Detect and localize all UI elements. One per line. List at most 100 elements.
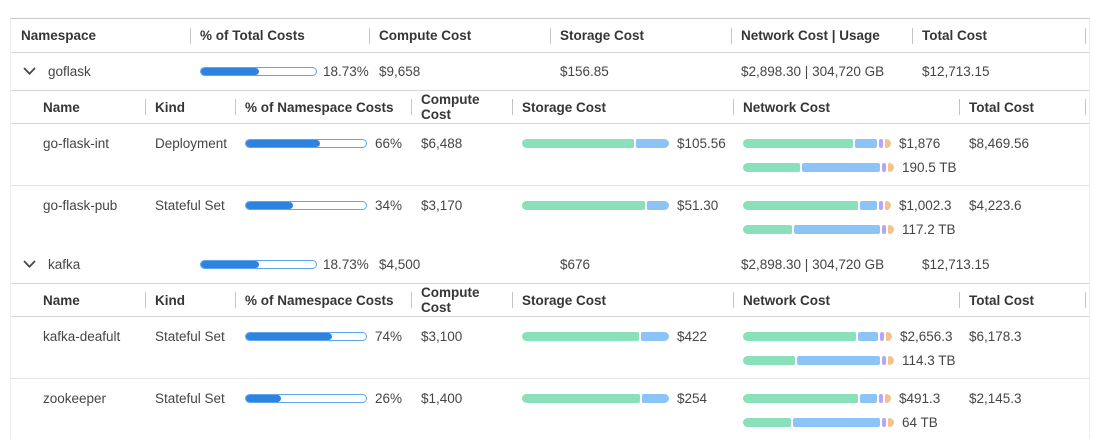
header-storage-cost: Storage Cost bbox=[512, 91, 733, 123]
pct-namespace-costs-cell: 34% bbox=[235, 186, 411, 224]
orange-segment bbox=[885, 138, 891, 148]
header-storage-cost: Storage Cost bbox=[550, 19, 731, 52]
blue-segment bbox=[642, 393, 669, 403]
green-segment bbox=[522, 331, 639, 341]
pct-namespace-costs-cell: 26% bbox=[235, 379, 411, 417]
compute-cost-cell: $3,100 bbox=[411, 317, 512, 355]
workload-name: kafka-deafult bbox=[43, 328, 121, 344]
namespace-costs-progressbar bbox=[245, 200, 367, 210]
chevron-down-icon[interactable] bbox=[23, 67, 36, 76]
namespace-row[interactable]: goflask 18.73% $9,658 $156.85 $2,898.30 | 30… bbox=[11, 53, 1089, 90]
network-usage-value: 117.2 TB bbox=[902, 221, 956, 237]
workload-name-cell: kafka-deafult bbox=[11, 317, 145, 355]
progress-fill bbox=[246, 332, 333, 340]
blue-segment bbox=[802, 162, 880, 172]
compute-cost-cell: $9,658 bbox=[369, 64, 550, 79]
network-usage-value: 64 TB bbox=[902, 414, 938, 430]
storage-cost-bar bbox=[522, 200, 669, 210]
storage-cost-cell: $254 bbox=[512, 379, 733, 417]
blue-segment bbox=[860, 200, 877, 210]
workload-kind-cell: Stateful Set bbox=[145, 186, 235, 224]
compute-cost-value: $1,400 bbox=[421, 390, 463, 406]
header-compute-cost: Compute Cost bbox=[411, 284, 512, 316]
workload-kind-cell: Stateful Set bbox=[145, 379, 235, 417]
blue-segment bbox=[860, 393, 877, 403]
green-segment bbox=[743, 417, 791, 427]
workload-row: go-flask-pub Stateful Set 34% $3,170 $51.30 $… bbox=[11, 185, 1089, 246]
blue-segment bbox=[855, 138, 877, 148]
purple-segment bbox=[880, 331, 884, 341]
workload-name-cell: go-flask-pub bbox=[11, 186, 145, 224]
header-compute-cost: Compute Cost bbox=[411, 91, 512, 123]
network-cost-cell: $491.3 64 TB bbox=[733, 379, 959, 441]
compute-cost-cell: $3,170 bbox=[411, 186, 512, 224]
storage-cost-value: $105.56 bbox=[677, 135, 726, 151]
workload-name-cell: go-flask-int bbox=[11, 124, 145, 162]
total-cost-value: $12,713.15 bbox=[922, 64, 990, 79]
workload-kind: Deployment bbox=[155, 135, 228, 151]
total-cost-value: $6,178.3 bbox=[969, 328, 1022, 344]
workload-name: go-flask-pub bbox=[43, 197, 118, 213]
network-cost-usage-value: $2,898.30 | 304,720 GB bbox=[741, 64, 885, 79]
compute-cost-value: $9,658 bbox=[379, 64, 421, 79]
progress-fill bbox=[246, 139, 321, 147]
storage-cost-cell: $51.30 bbox=[512, 186, 733, 224]
network-cost-value: $1,002.3 bbox=[899, 197, 952, 213]
network-cost-cell: $1,002.3 117.2 TB bbox=[733, 186, 959, 248]
namespace-name-cell[interactable]: kafka bbox=[11, 257, 190, 272]
progress-fill bbox=[201, 261, 259, 268]
pct-value: 26% bbox=[375, 390, 403, 406]
green-segment bbox=[522, 393, 640, 403]
network-usage-bar bbox=[743, 162, 894, 172]
purple-segment bbox=[882, 355, 886, 365]
orange-segment bbox=[885, 200, 891, 210]
total-cost-cell: $4,223.6 bbox=[959, 186, 1089, 224]
total-cost-value: $12,713.15 bbox=[922, 257, 990, 272]
pct-namespace-costs-cell: 74% bbox=[235, 317, 411, 355]
header-pct-namespace-costs: % of Namespace Costs bbox=[235, 284, 411, 316]
storage-cost-bar bbox=[522, 138, 669, 148]
pct-value: 34% bbox=[375, 197, 403, 213]
header-kind: Kind bbox=[145, 91, 235, 123]
network-usage-value: 114.3 TB bbox=[902, 352, 956, 368]
workload-name-cell: zookeeper bbox=[11, 379, 145, 417]
green-segment bbox=[522, 138, 634, 148]
green-segment bbox=[743, 162, 800, 172]
total-cost-cell: $12,713.15 bbox=[912, 64, 1089, 79]
compute-cost-cell: $1,400 bbox=[411, 379, 512, 417]
header-compute-cost: Compute Cost bbox=[369, 19, 550, 52]
progress-fill bbox=[246, 201, 293, 209]
total-costs-progressbar bbox=[200, 67, 317, 76]
green-segment bbox=[743, 331, 856, 341]
header-pct-namespace-costs: % of Namespace Costs bbox=[235, 91, 411, 123]
purple-segment bbox=[879, 200, 883, 210]
compute-cost-value: $3,170 bbox=[421, 197, 463, 213]
workload-header-row: Name Kind% of Namespace Costs Compute Cost… bbox=[11, 90, 1089, 124]
network-cost-bar bbox=[743, 331, 892, 341]
pct-value: 74% bbox=[375, 328, 403, 344]
namespace-row[interactable]: kafka 18.73% $4,500 $676 $2,898.30 | 304,720… bbox=[11, 246, 1089, 283]
outer-header-row: Namespace % of Total Costs Compute Cost … bbox=[11, 19, 1089, 53]
network-usage-bar bbox=[743, 417, 894, 427]
header-network-cost: Network Cost bbox=[733, 284, 959, 316]
namespace-name-cell[interactable]: goflask bbox=[11, 64, 190, 79]
network-cost-bar bbox=[743, 138, 891, 148]
header-storage-cost: Storage Cost bbox=[512, 284, 733, 316]
network-cost-value: $1,876 bbox=[899, 135, 941, 151]
chevron-down-icon[interactable] bbox=[23, 260, 36, 269]
header-total-cost: Total Cost bbox=[959, 284, 1089, 316]
workload-kind-cell: Deployment bbox=[145, 124, 235, 162]
network-cost-value: $491.3 bbox=[899, 390, 941, 406]
network-cost-cell: $1,876 190.5 TB bbox=[733, 124, 959, 186]
header-name: Name bbox=[43, 292, 80, 308]
green-segment bbox=[743, 200, 858, 210]
workload-header-row: Name Kind% of Namespace Costs Compute Cost… bbox=[11, 283, 1089, 317]
workload-kind: Stateful Set bbox=[155, 390, 225, 406]
header-name: Name bbox=[43, 99, 80, 115]
workload-name: zookeeper bbox=[43, 390, 107, 406]
workload-row: zookeeper Stateful Set 26% $1,400 $254 $491.3… bbox=[11, 378, 1089, 439]
namespace-costs-progressbar bbox=[245, 138, 367, 148]
blue-segment bbox=[641, 331, 669, 341]
orange-segment bbox=[888, 162, 894, 172]
blue-segment bbox=[797, 355, 880, 365]
